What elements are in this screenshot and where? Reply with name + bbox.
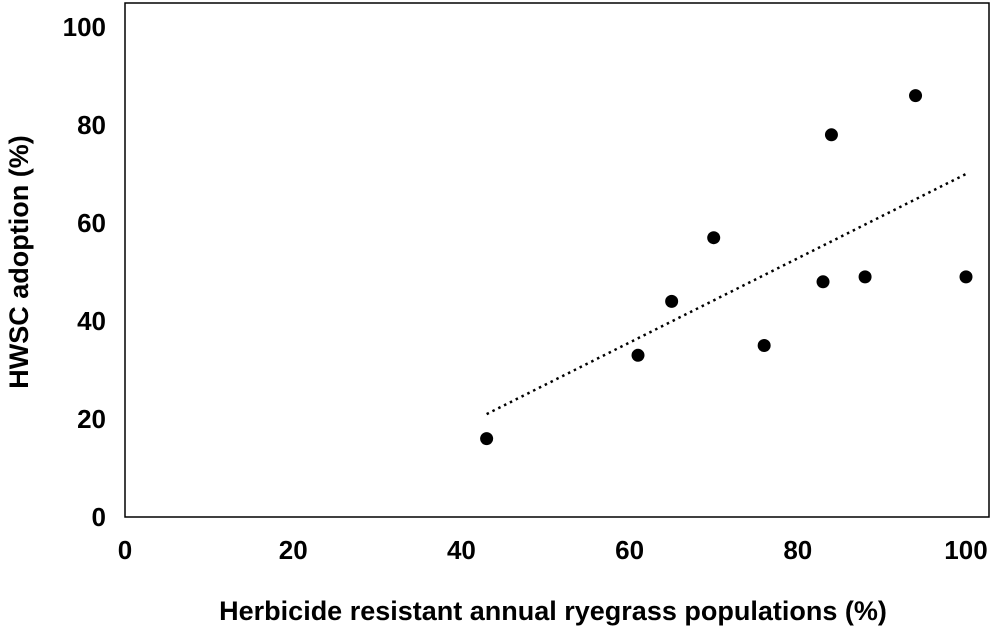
data-point <box>816 275 830 289</box>
x-axis-ticks: 0 20 40 60 80 100 <box>118 535 988 565</box>
data-points <box>480 89 973 446</box>
x-tick-label: 60 <box>615 535 644 565</box>
y-axis-ticks: 0 20 40 60 80 100 <box>63 12 106 532</box>
data-point <box>480 432 494 446</box>
y-tick-label: 60 <box>77 208 106 238</box>
plot-frame <box>124 2 990 518</box>
y-tick-label: 80 <box>77 110 106 140</box>
data-point <box>909 89 923 103</box>
data-point <box>824 128 838 142</box>
x-tick-label: 80 <box>783 535 812 565</box>
x-tick-label: 100 <box>944 535 987 565</box>
data-point <box>707 231 721 245</box>
data-point <box>858 270 872 284</box>
y-tick-label: 0 <box>92 502 106 532</box>
y-tick-label: 20 <box>77 404 106 434</box>
x-tick-label: 40 <box>447 535 476 565</box>
trendline <box>486 172 967 416</box>
x-tick-label: 20 <box>279 535 308 565</box>
y-tick-label: 40 <box>77 306 106 336</box>
y-axis-label: HWSC adoption (%) <box>4 135 34 388</box>
data-point <box>959 270 973 284</box>
data-point <box>757 339 771 352</box>
data-point <box>665 294 679 308</box>
x-axis-label: Herbicide resistant annual ryegrass popu… <box>219 596 887 626</box>
data-point <box>631 348 645 362</box>
x-tick-label: 0 <box>118 535 132 565</box>
y-tick-label: 100 <box>63 12 106 42</box>
